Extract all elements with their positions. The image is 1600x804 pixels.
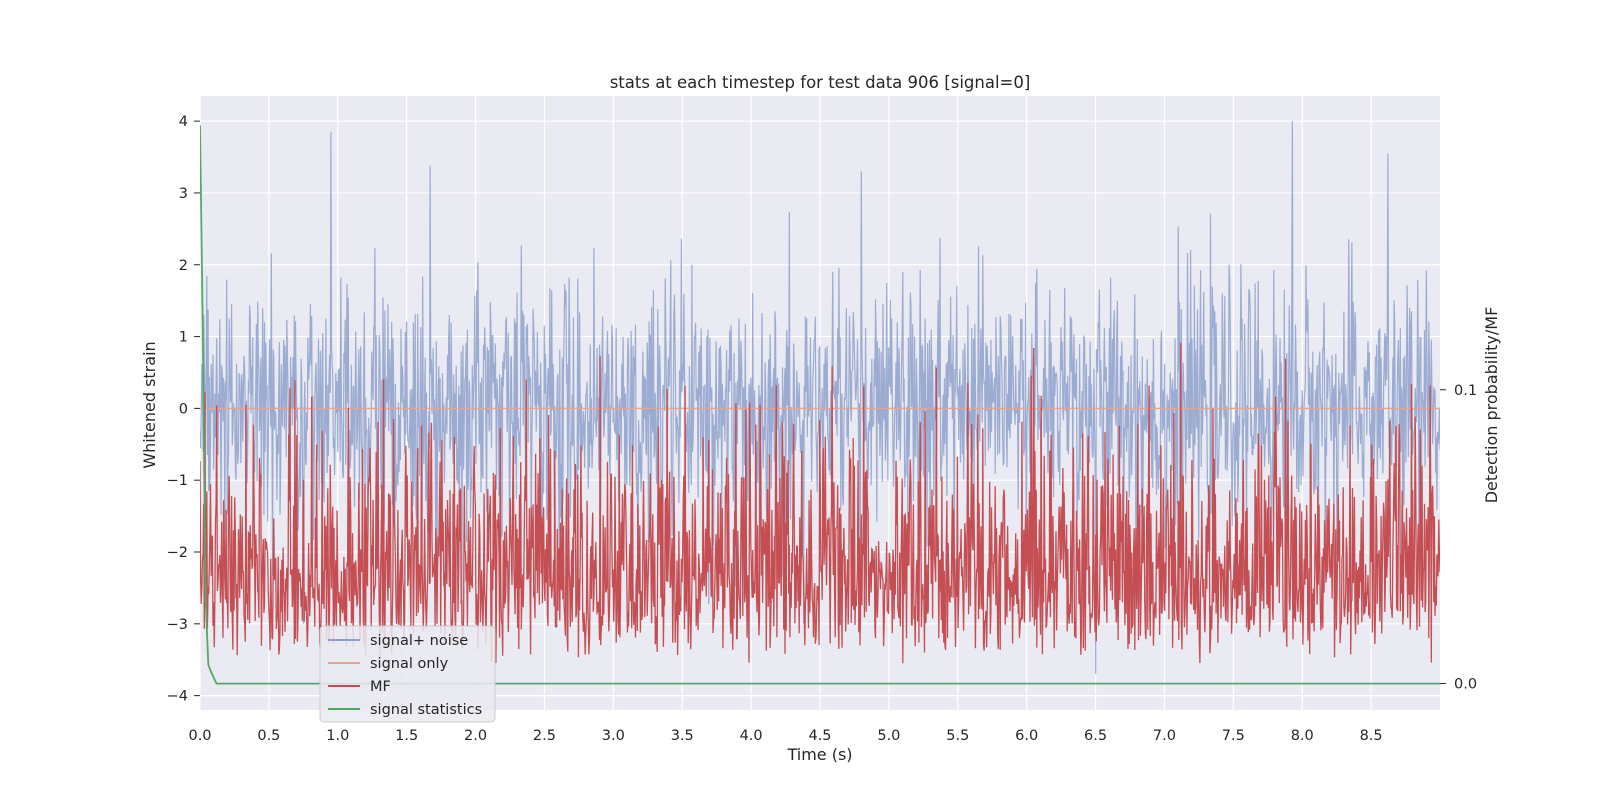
legend-box: [319, 625, 496, 723]
x-axis-label: Time (s): [786, 745, 852, 764]
series-signal-noise-line: [200, 121, 1440, 675]
y-tick-label: −3: [167, 617, 188, 633]
legend-label-signal-only: signal only: [370, 656, 449, 672]
x-tick-label: 0.0: [188, 728, 211, 744]
y-tick-label: 2: [179, 258, 188, 274]
legend-label-signal-noise: signal+ noise: [370, 633, 468, 649]
x-tick-label: 0.5: [257, 728, 280, 744]
x-tick-label: 7.5: [1222, 728, 1245, 744]
series-signal-statistics-line: [200, 125, 1440, 685]
x-tick-label: 2.5: [533, 728, 556, 744]
x-tick-label: 4.5: [808, 728, 831, 744]
legend-label-mf: MF: [370, 679, 391, 695]
x-tick-label: 3.5: [671, 728, 694, 744]
x-tick-label: 1.0: [326, 728, 349, 744]
right-axis-ticks: 0.1 0.0: [1440, 383, 1477, 693]
x-tick-label: 6.0: [1015, 728, 1038, 744]
x-tick-label: 4.0: [740, 728, 763, 744]
y-axis-ticks: 4 3 2 1 0 −1 −2 −3 −4: [167, 114, 200, 705]
legend-label-signal-statistics: signal statistics: [370, 702, 482, 718]
chart-title: stats at each timestep for test data 906…: [610, 73, 1031, 92]
y-tick-label: 1: [179, 330, 188, 346]
y-tick-label: 3: [179, 186, 188, 202]
x-tick-label: 8.0: [1291, 728, 1314, 744]
x-tick-label: 5.5: [946, 728, 969, 744]
x-tick-label: 7.0: [1153, 728, 1176, 744]
y-tick-label: −2: [167, 545, 188, 561]
x-tick-label: 5.0: [877, 728, 900, 744]
x-tick-label: 2.0: [464, 728, 487, 744]
right-axis-label: Detection probability/MF: [1482, 307, 1501, 504]
x-tick-label: 8.5: [1360, 728, 1383, 744]
series-mf-line: [200, 342, 1440, 664]
x-tick-label: 3.0: [602, 728, 625, 744]
series-layer: [200, 121, 1440, 685]
right-tick-label: 0.1: [1454, 383, 1477, 399]
y-tick-label: −4: [167, 689, 188, 705]
right-tick-label: 0.0: [1454, 677, 1477, 693]
legend: signal+ noise signal only MF signal stat…: [319, 625, 496, 723]
y-tick-label: 0: [179, 401, 188, 417]
x-axis-ticks: 0.0 0.5 1.0 1.5 2.0 2.5 3.0 3.5 4.0 4.5 5.0 5.5 6.0 6…: [188, 728, 1382, 744]
x-tick-label: 1.5: [395, 728, 418, 744]
y-tick-label: 4: [179, 114, 188, 130]
y-tick-label: −1: [167, 473, 188, 489]
x-tick-label: 6.5: [1084, 728, 1107, 744]
y-axis-label: Whitened strain: [140, 341, 159, 468]
